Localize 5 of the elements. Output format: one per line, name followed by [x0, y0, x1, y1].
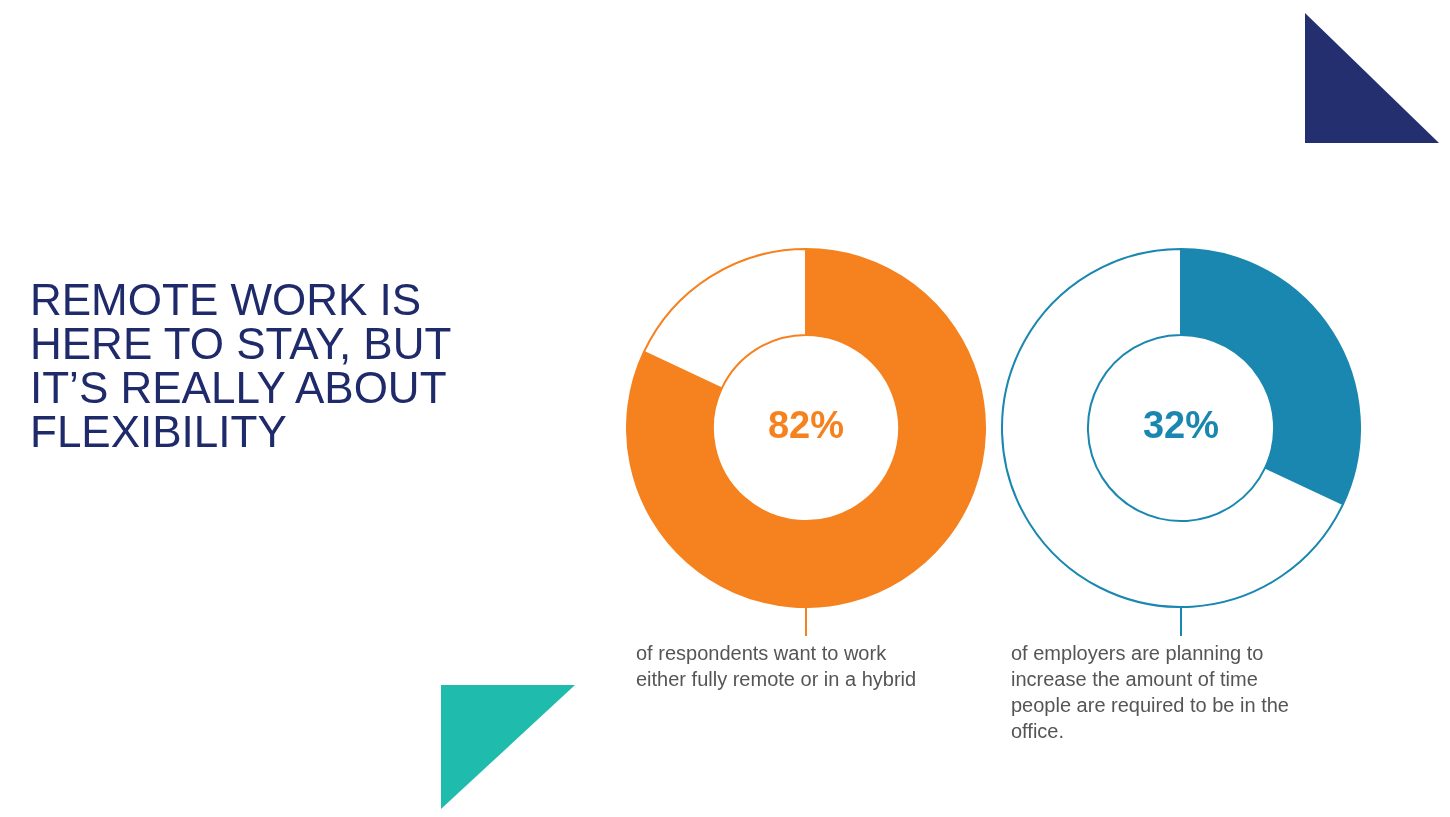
text: REMOTE WORK IS HERE TO STAY, BUT IT’S REALLY ABOUT FLEXIBILITY: [30, 275, 452, 456]
data-label: 32%: [1142, 404, 1220, 447]
text: of employers are planning to increase the amount of time people are required to be in the office.: [1011, 641, 1290, 744]
text: of respondents want to work either fully remote or in a hybrid: [636, 641, 918, 692]
data-label: 82%: [767, 404, 845, 447]
